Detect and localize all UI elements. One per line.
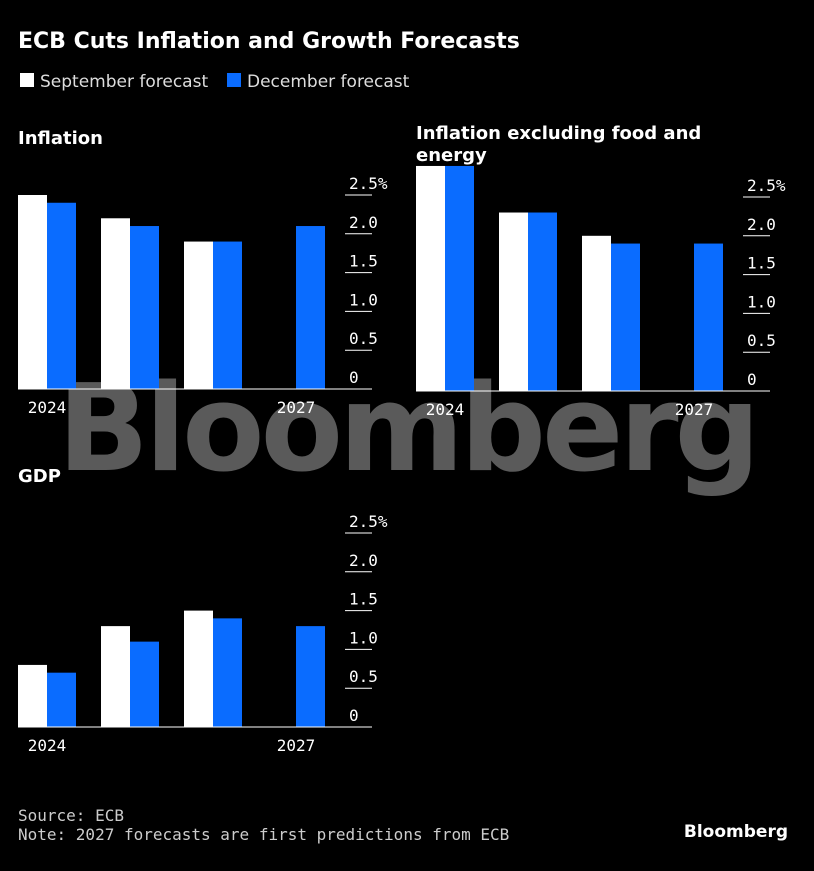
panel-title: Inflation excluding food and energy [416,123,702,166]
bar [18,664,47,727]
bar [445,165,474,391]
y-tick-label: 1.5 [349,590,378,609]
bar [416,165,445,391]
bar [213,241,242,389]
legend-label: September forecast [40,72,208,92]
bar [213,618,242,727]
bar [499,212,528,391]
legend-label: December forecast [247,72,410,92]
bar [130,226,159,389]
bar [611,243,640,391]
bar [47,672,76,727]
bar [528,212,557,391]
y-tick-label: 2.5% [747,176,786,195]
note: Note: 2027 forecasts are first predictio… [18,825,509,844]
y-tick-label: 0 [349,706,359,725]
y-tick-label: 0 [747,370,757,389]
bar [296,226,325,389]
x-tick-label: 2027 [277,736,316,755]
bar [18,195,47,389]
panel-title: GDP [18,466,61,487]
y-tick-label: 2.0 [747,215,776,234]
source: Source: ECB [18,806,124,825]
y-tick-label: 1.5 [349,252,378,271]
x-tick-label: 2024 [28,398,67,417]
x-tick-label: 2027 [675,400,714,419]
y-tick-label: 0.5 [349,329,378,348]
legend-swatch [20,73,34,87]
bar [582,235,611,391]
x-tick-label: 2024 [426,400,465,419]
y-tick-label: 2.0 [349,213,378,232]
bar [130,641,159,727]
panel-title: Inflation [18,128,103,149]
y-tick-label: 0.5 [747,331,776,350]
watermark: Bloomberg [58,360,757,499]
y-tick-label: 1.5 [747,254,776,273]
bar [47,202,76,389]
legend-swatch [227,73,241,87]
bar [101,626,130,727]
bar [101,218,130,389]
bar [184,241,213,389]
y-tick-label: 1.0 [747,292,776,311]
logo: Bloomberg [684,822,788,842]
x-tick-label: 2027 [277,398,316,417]
bar [694,243,723,391]
y-tick-label: 0 [349,368,359,387]
chart-title: ECB Cuts Inflation and Growth Forecasts [18,29,520,54]
y-tick-label: 2.5% [349,174,388,193]
y-tick-label: 1.0 [349,290,378,309]
y-tick-label: 0.5 [349,667,378,686]
bar [296,626,325,727]
y-tick-label: 1.0 [349,628,378,647]
bar [184,610,213,727]
x-tick-label: 2024 [28,736,67,755]
y-tick-label: 2.5% [349,512,388,531]
y-tick-label: 2.0 [349,551,378,570]
